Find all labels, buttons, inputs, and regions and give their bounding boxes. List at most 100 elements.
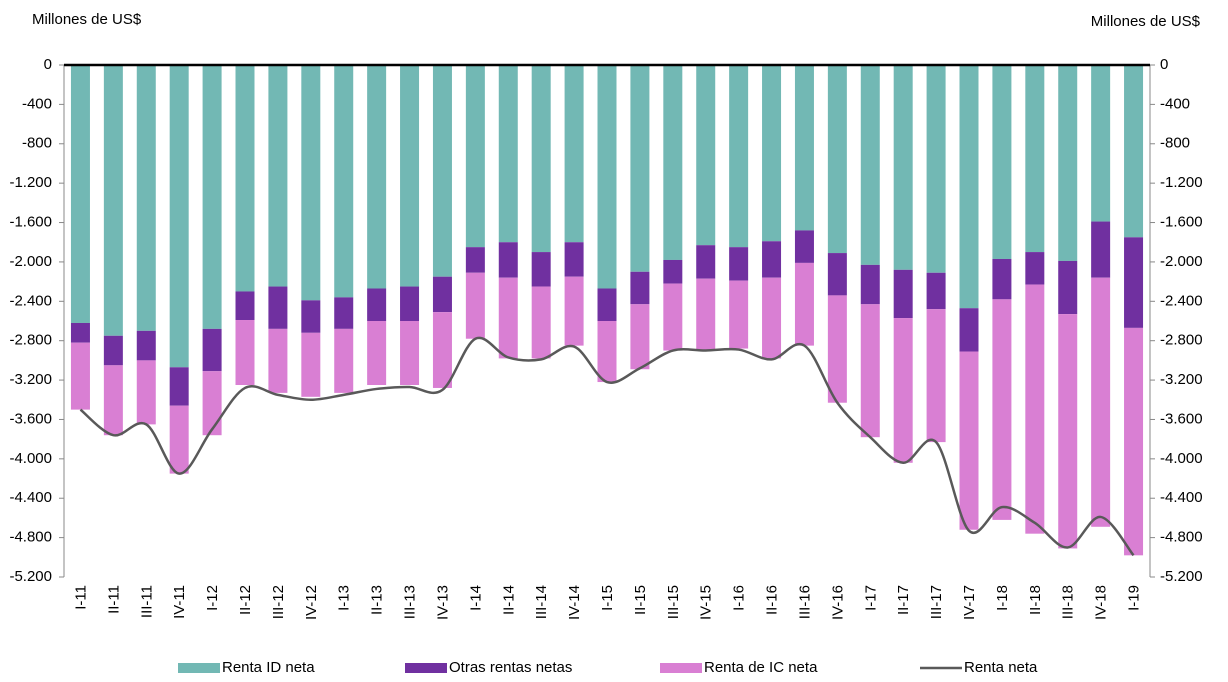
- bar: [696, 278, 716, 351]
- bar: [400, 286, 420, 321]
- bar: [103, 65, 123, 336]
- bar: [959, 351, 979, 530]
- x-tick-label: IV-15: [698, 585, 715, 620]
- bar: [334, 328, 354, 393]
- x-tick-label: I-15: [599, 585, 616, 611]
- bar: [1025, 65, 1045, 253]
- x-tick-label: III-18: [1060, 585, 1077, 619]
- y2-tick-label: -3.600: [1160, 410, 1203, 427]
- bar: [926, 65, 946, 273]
- bar: [465, 247, 485, 273]
- bar: [367, 288, 387, 321]
- x-tick-label: I-13: [336, 585, 353, 611]
- y-tick-label: -800: [22, 135, 52, 152]
- x-tick-label: I-19: [1126, 585, 1143, 611]
- bar: [1058, 65, 1078, 261]
- x-tick-label: II-17: [895, 585, 912, 615]
- bar: [235, 291, 255, 321]
- bar: [202, 328, 222, 372]
- bar: [136, 360, 156, 425]
- legend-label: Renta de IC neta: [704, 659, 818, 676]
- bar: [334, 65, 354, 298]
- x-tick-label: I-12: [204, 585, 221, 611]
- bar: [136, 65, 156, 331]
- bar: [860, 304, 880, 438]
- bar: [794, 262, 814, 346]
- y2-tick-label: -5.200: [1160, 568, 1203, 585]
- y2-tick-label: -4.400: [1160, 489, 1203, 506]
- bar: [367, 321, 387, 385]
- x-tick-label: IV-11: [171, 585, 188, 619]
- bar: [926, 309, 946, 443]
- bar: [268, 328, 288, 393]
- y2-tick-label: -1.600: [1160, 214, 1203, 231]
- legend-swatch: [178, 663, 220, 673]
- bar: [564, 242, 584, 277]
- bar: [663, 283, 683, 351]
- bar: [630, 65, 650, 272]
- bar: [959, 308, 979, 352]
- x-tick-label: IV-18: [1093, 585, 1110, 620]
- y-tick-label: -3.600: [9, 410, 52, 427]
- y-tick-label: -1.200: [9, 174, 52, 191]
- bar: [432, 65, 452, 277]
- bar: [103, 365, 123, 436]
- bar: [729, 280, 749, 349]
- y2-tick-label: -2.800: [1160, 332, 1203, 349]
- legend-label: Renta neta: [964, 659, 1038, 676]
- bar: [860, 65, 880, 265]
- bar: [926, 272, 946, 310]
- y2-tick-label: -400: [1160, 95, 1190, 112]
- bar: [531, 286, 551, 359]
- bar: [827, 295, 847, 403]
- bar: [367, 65, 387, 289]
- y2-tick-label: -4.800: [1160, 529, 1203, 546]
- x-tick-label: III-15: [665, 585, 682, 619]
- bar: [169, 405, 189, 474]
- x-tick-label: II-12: [237, 585, 254, 615]
- bar: [794, 230, 814, 263]
- y2-tick-label: -3.200: [1160, 371, 1203, 388]
- x-tick-label: I-18: [994, 585, 1011, 611]
- bar: [1058, 260, 1078, 315]
- bar: [827, 65, 847, 254]
- y-tick-label: -2.800: [9, 332, 52, 349]
- bar: [1091, 221, 1111, 278]
- x-tick-label: III-12: [270, 585, 287, 619]
- bar: [992, 258, 1012, 300]
- bar: [1025, 252, 1045, 285]
- x-tick-label: II-13: [369, 585, 386, 615]
- y2-tick-label: -800: [1160, 135, 1190, 152]
- bar: [301, 332, 321, 397]
- bar: [893, 318, 913, 463]
- y2-tick-label: -2.000: [1160, 253, 1203, 270]
- bar: [268, 65, 288, 287]
- bar: [564, 276, 584, 346]
- bar: [268, 286, 288, 329]
- bar: [893, 269, 913, 319]
- bar: [169, 65, 189, 368]
- legend-swatch: [660, 663, 702, 673]
- bar: [531, 252, 551, 287]
- bar: [794, 65, 814, 231]
- bar: [696, 245, 716, 279]
- legend-label: Otras rentas netas: [449, 659, 572, 676]
- bar: [729, 247, 749, 281]
- x-tick-label: III-17: [928, 585, 945, 619]
- legend-label: Renta ID neta: [222, 659, 315, 676]
- bar: [762, 241, 782, 278]
- bar: [432, 276, 452, 313]
- x-tick-label: II-18: [1027, 585, 1044, 615]
- y-tick-label: -400: [22, 95, 52, 112]
- x-tick-label: II-15: [632, 585, 649, 615]
- bar: [597, 288, 617, 321]
- y-tick-label: -4.800: [9, 529, 52, 546]
- bar: [202, 65, 222, 329]
- bar: [893, 65, 913, 270]
- y-tick-label: -5.200: [9, 568, 52, 585]
- y-tick-label: -3.200: [9, 371, 52, 388]
- bar: [1124, 65, 1144, 238]
- x-tick-label: I-11: [72, 585, 89, 610]
- y2-tick-label: -4.000: [1160, 450, 1203, 467]
- bar: [498, 242, 518, 278]
